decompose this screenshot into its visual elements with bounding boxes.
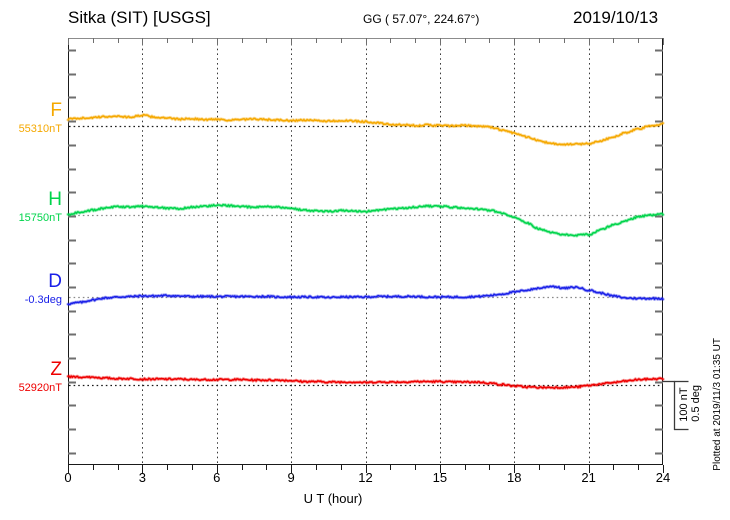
x-axis-tick-0: 0 [64, 470, 72, 485]
x-axis-tick-12: 12 [358, 470, 373, 485]
scale-bar-deg: 0.5 deg [690, 385, 702, 422]
x-axis-title: U T (hour) [0, 491, 730, 506]
component-symbol-f: F [50, 100, 62, 121]
page-title: Sitka (SIT) [USGS] [68, 8, 211, 27]
scale-bar-nt: 100 nT [678, 387, 690, 422]
x-axis-tick-6: 6 [213, 470, 221, 485]
component-baseline-h: 15750nT [18, 212, 62, 224]
x-axis-tick-24: 24 [655, 470, 671, 485]
component-label-h: H 15750nT [19, 190, 62, 225]
x-axis-tick-9: 9 [287, 470, 295, 485]
scale-bar-label: 100 nT 0.5 deg [678, 385, 702, 422]
plot-frame [68, 38, 663, 465]
component-label-z: Z 52920nT [19, 360, 62, 395]
component-label-f: F 55310nT [19, 101, 62, 136]
x-axis-tick-21: 21 [581, 470, 596, 485]
geographic-coordinates: GG ( 57.07°, 224.67°) [363, 12, 480, 26]
component-baseline-f: 55310nT [18, 123, 62, 135]
component-baseline-z: 52920nT [18, 382, 62, 394]
component-symbol-d: D [48, 271, 62, 292]
x-axis-tick-18: 18 [507, 470, 522, 485]
x-axis-title-text: U T (hour) [303, 491, 363, 506]
component-baseline-d: -0.3deg [24, 294, 62, 306]
x-axis-tick-15: 15 [432, 470, 448, 485]
observation-date: 2019/10/13 [573, 8, 659, 27]
component-symbol-h: H [48, 189, 62, 210]
component-symbol-z: Z [50, 359, 62, 380]
component-label-d: D -0.3deg [25, 272, 62, 307]
plotted-at-timestamp: Plotted at 2019/11/3 01:35 UT [712, 338, 723, 471]
x-axis-tick-3: 3 [138, 470, 146, 485]
